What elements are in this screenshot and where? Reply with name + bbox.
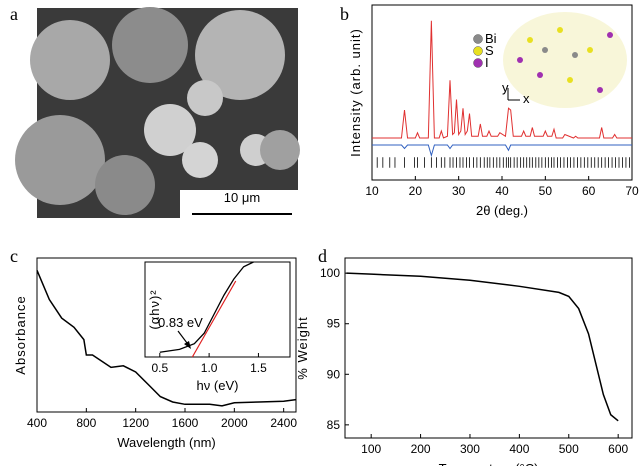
axis-glyph: y <box>502 80 509 95</box>
x-tick-label: 50 <box>539 184 553 198</box>
scale-bar-label: 10 μm <box>224 190 260 205</box>
x-axis-label: 2θ (deg.) <box>476 203 528 218</box>
legend-swatch <box>473 34 483 44</box>
arrow-head <box>184 341 191 349</box>
legend-label: Bi <box>485 31 497 46</box>
x-tick-label: 60 <box>582 184 596 198</box>
x-axis-label: hν (eV) <box>197 378 239 393</box>
y-axis-label: % Weight <box>295 316 310 379</box>
y-tick-label: 100 <box>320 266 340 280</box>
x-tick-label: 2400 <box>270 416 297 430</box>
inset-line <box>159 261 254 353</box>
data-line <box>346 272 619 422</box>
x-tick-label: 1.0 <box>201 361 218 375</box>
axis-glyph: x <box>523 91 530 106</box>
x-tick-label: 200 <box>411 442 431 456</box>
panel-label: c <box>10 246 18 266</box>
x-axis-label: Wavelength (nm) <box>117 435 216 450</box>
y-tick-label: 95 <box>327 317 341 331</box>
sem-image <box>15 7 300 218</box>
x-tick-label: 40 <box>495 184 509 198</box>
x-tick-label: 400 <box>27 416 47 430</box>
x-tick-label: 1.5 <box>250 361 267 375</box>
y-tick-label: 85 <box>327 418 341 432</box>
x-axis-label: Temperature (°C) <box>439 461 539 466</box>
x-tick-label: 600 <box>608 442 628 456</box>
legend-swatch <box>473 58 483 68</box>
x-tick-label: 10 <box>365 184 379 198</box>
legend-label: I <box>485 55 489 70</box>
x-tick-label: 800 <box>76 416 96 430</box>
legend-swatch <box>473 46 483 56</box>
y-tick-label: 90 <box>327 367 341 381</box>
x-tick-label: 100 <box>361 442 381 456</box>
legend-label: S <box>485 43 494 58</box>
panel-label: b <box>340 4 349 24</box>
y-axis-label: Intensity (arb. unit) <box>348 28 363 157</box>
inset-bg <box>145 262 290 357</box>
x-tick-label: 1200 <box>122 416 149 430</box>
x-tick-label: 2000 <box>221 416 248 430</box>
x-tick-label: 0.5 <box>151 361 168 375</box>
plot-frame <box>144 261 291 358</box>
x-tick-label: 1600 <box>172 416 199 430</box>
y-axis-label: Absorbance <box>13 295 28 374</box>
data-line <box>36 270 297 407</box>
x-tick-label: 20 <box>409 184 423 198</box>
y-axis-label: (αhν)² <box>147 289 162 329</box>
x-tick-label: 30 <box>452 184 466 198</box>
crystal-structure <box>503 12 627 108</box>
x-tick-label: 500 <box>559 442 579 456</box>
x-tick-label: 300 <box>460 442 480 456</box>
fit-line <box>191 280 237 358</box>
annotation: 0.83 eV <box>158 315 203 330</box>
x-tick-label: 400 <box>509 442 529 456</box>
plot-frame <box>344 257 633 439</box>
x-tick-label: 70 <box>625 184 639 198</box>
data-line <box>372 20 632 139</box>
data-line <box>372 144 632 158</box>
panel-label: d <box>318 246 327 266</box>
panel-label: a <box>10 4 18 24</box>
plot-frame <box>36 257 297 413</box>
